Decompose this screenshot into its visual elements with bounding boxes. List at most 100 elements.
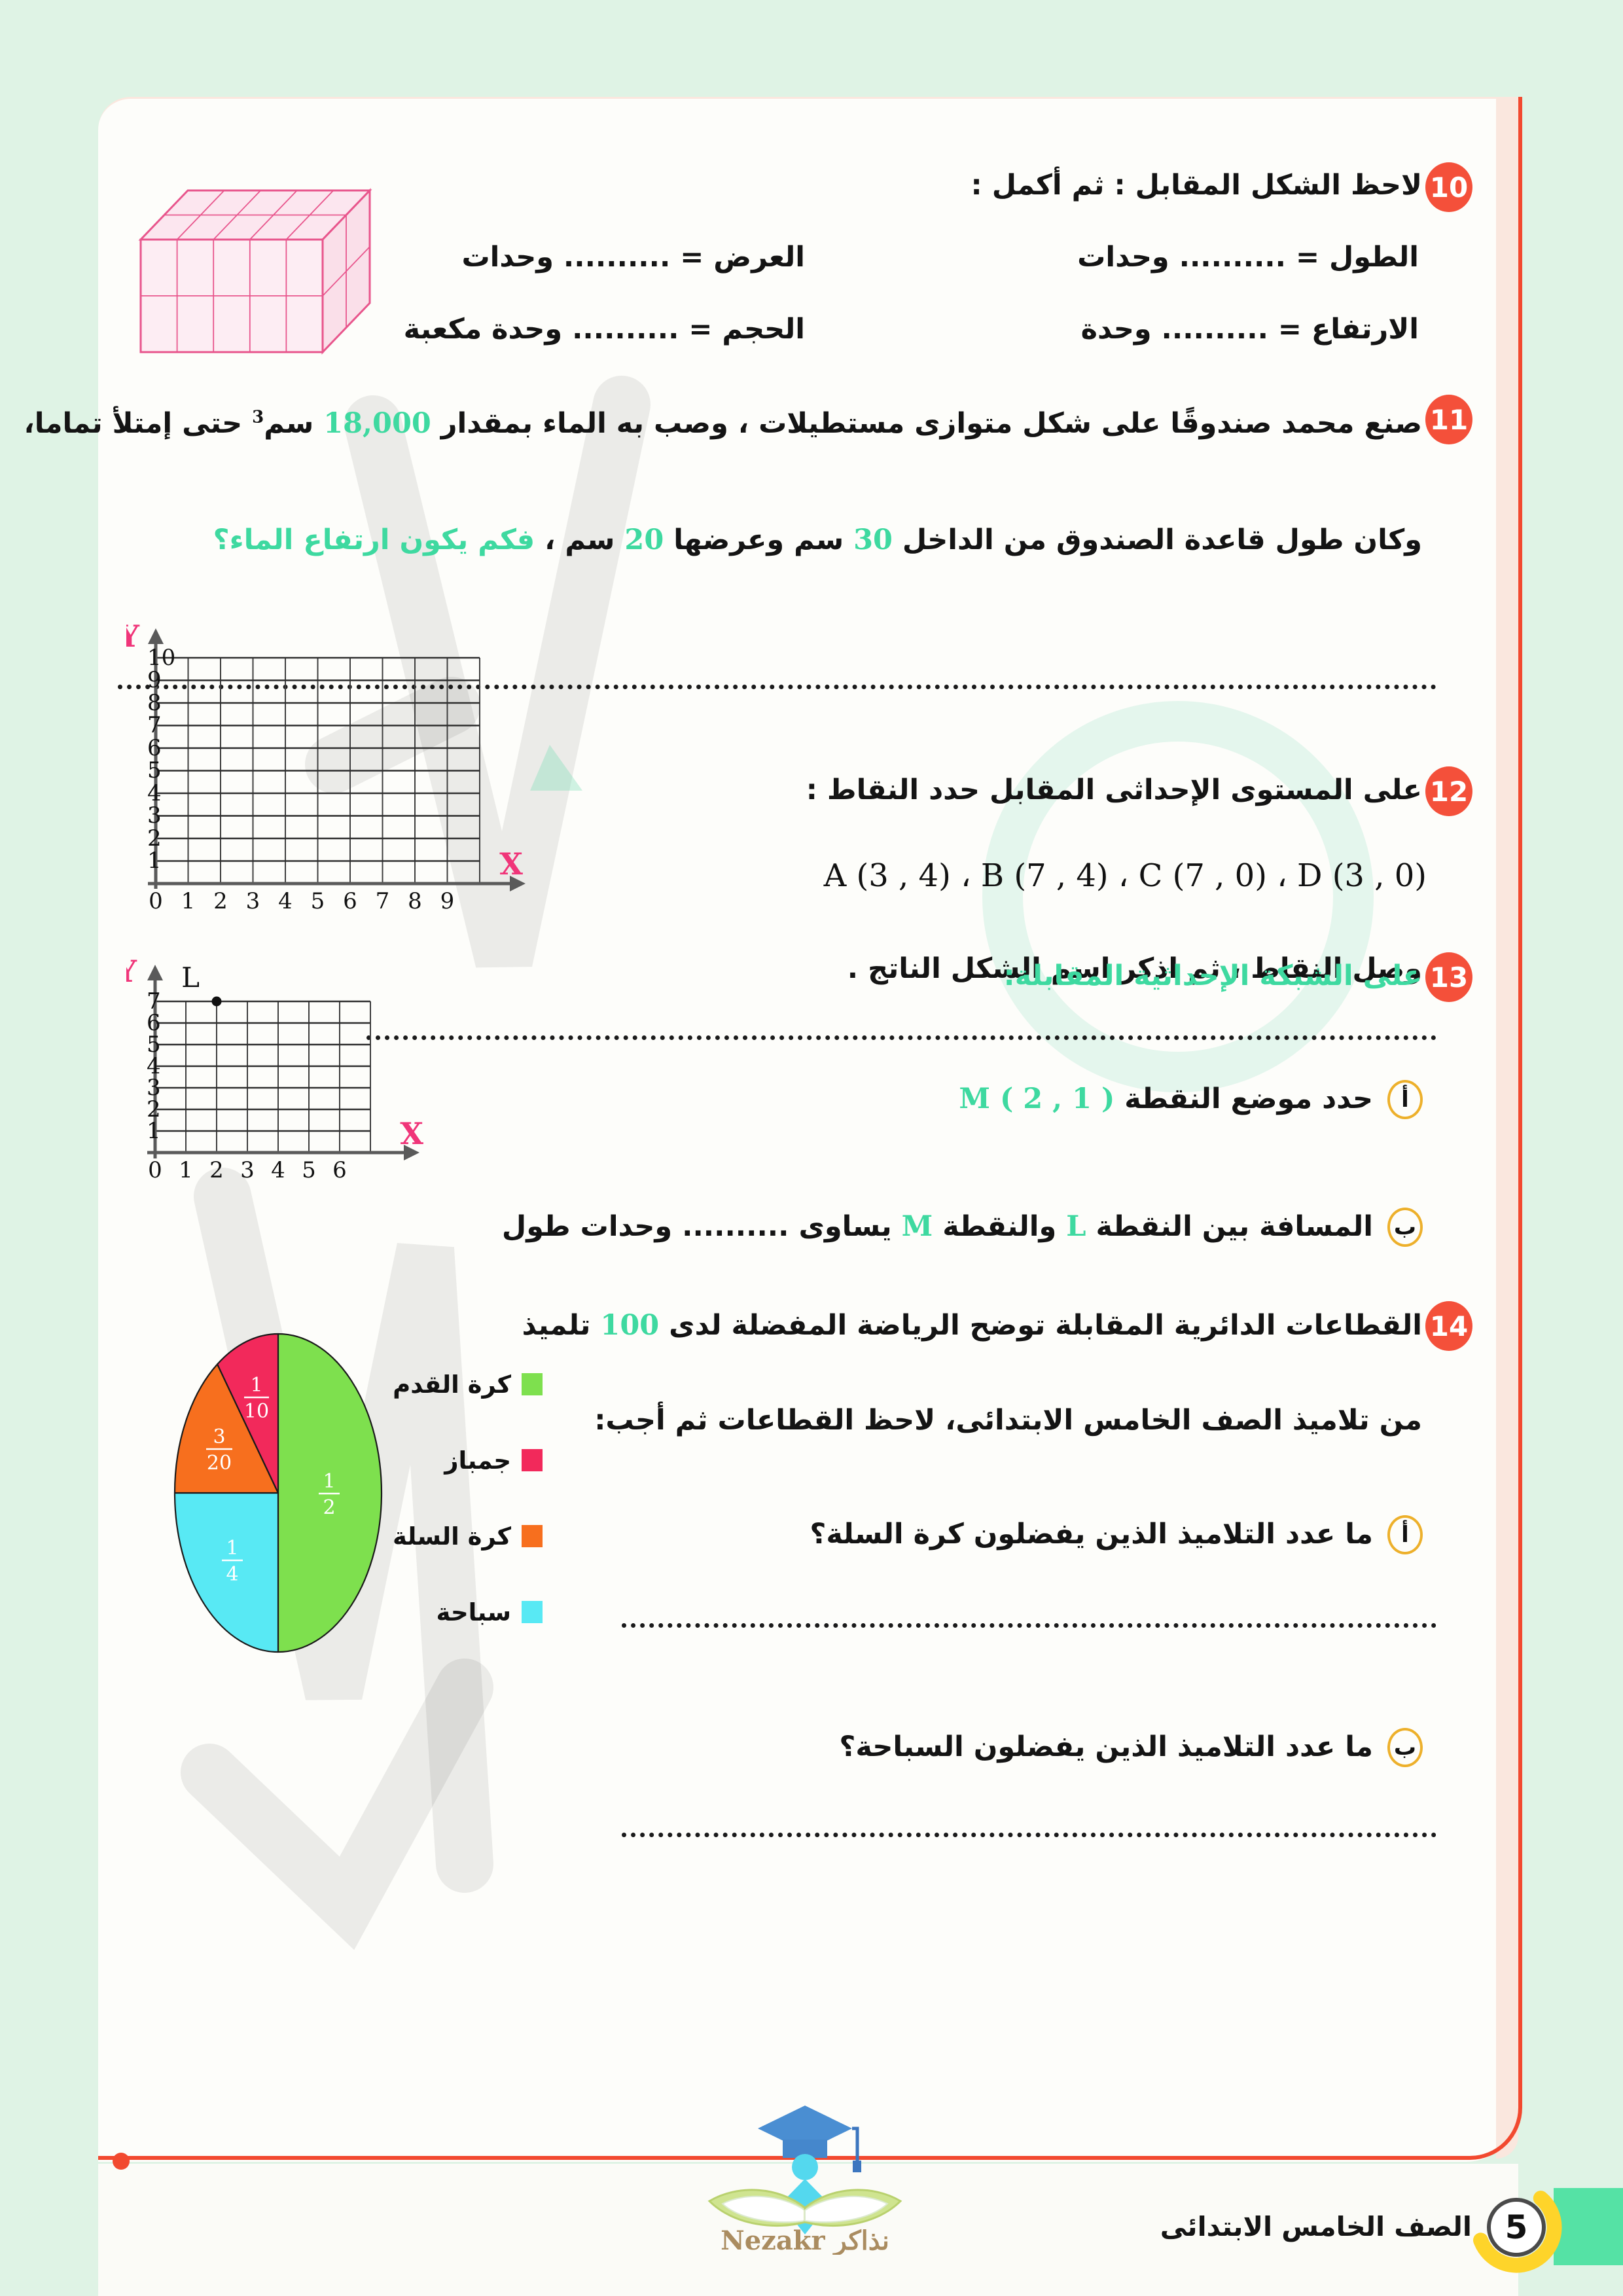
pie-slice-basketball <box>173 1363 279 1494</box>
q14-a-text: ما عدد التلاميذ الذين يفضلون كرة السلة؟ <box>810 1518 1373 1551</box>
q13-a-badge: أ <box>1387 1080 1423 1119</box>
frame-end-dot <box>113 2153 130 2170</box>
q10-volume-blank: الحجم = .......... وحدة مكعبة <box>403 313 805 346</box>
question-14-line1: القطاعات الدائرية المقابلة توضح الرياضة … <box>522 1309 1422 1342</box>
svg-text:1: 1 <box>226 1537 238 1560</box>
question-13-number: 13 <box>1425 952 1472 1002</box>
football-swatch <box>522 1373 543 1395</box>
footer-green-tab <box>1554 2188 1623 2265</box>
q13-letter-L: L <box>1066 1210 1086 1244</box>
legend-item-gymnastics: جمباز <box>393 1441 543 1480</box>
q11-line2-text: وكان طول قاعدة الصندوق من الداخل <box>892 524 1422 556</box>
svg-text:8: 8 <box>408 888 422 914</box>
svg-text:5: 5 <box>302 1157 316 1183</box>
svg-text:6: 6 <box>343 888 357 914</box>
favorite-sports-pie-chart: 1 2 1 10 3 20 1 4 <box>173 1333 383 1653</box>
svg-text:20: 20 <box>207 1452 232 1475</box>
swimming-swatch <box>522 1601 543 1623</box>
pie-slice-swimming <box>173 1492 279 1653</box>
svg-text:4: 4 <box>147 780 162 806</box>
q13-part-b: ب المسافة بين النقطة L والنقطة M يساوى .… <box>502 1208 1423 1247</box>
svg-text:10: 10 <box>244 1400 269 1423</box>
svg-text:2: 2 <box>147 825 162 852</box>
question-11-line1: صنع محمد صندوقًا على شكل متوازى مستطيلات… <box>24 407 1422 441</box>
svg-text:1: 1 <box>250 1374 262 1397</box>
svg-text:6: 6 <box>147 735 162 761</box>
basketball-swatch <box>522 1525 543 1547</box>
q12-instruction: وصل النقاط ، ثم اذكر اسم الشكل الناتج . <box>847 952 1422 985</box>
svg-text:2: 2 <box>147 1096 161 1122</box>
point-L-label: L <box>181 961 200 994</box>
q13-part-a: أ حدد موضع النقطة M ( 2 , 1 ) <box>959 1080 1423 1119</box>
question-11-number-label: 11 <box>1429 403 1469 436</box>
svg-text:2: 2 <box>213 888 228 914</box>
svg-text:4: 4 <box>147 1053 161 1079</box>
svg-text:6: 6 <box>147 1010 161 1036</box>
q11-question-green: فكم يكون ارتفاع الماء؟ <box>213 524 535 556</box>
q11-base-length: 30 <box>853 524 893 556</box>
footer-grade-label: الصف الخامس الابتدائى <box>1160 2211 1472 2242</box>
question-14-line2: من تلاميذ الصف الخامس الابتدائى، لاحظ ال… <box>594 1404 1422 1437</box>
q14-student-count: 100 <box>600 1309 660 1342</box>
q14-a-badge: أ <box>1387 1515 1423 1554</box>
answer-line-q11 <box>118 685 1436 689</box>
page-number-crescent <box>1473 2191 1562 2273</box>
cap-tassel <box>852 2126 859 2161</box>
page-number-badge: 5 <box>1487 2198 1546 2257</box>
answer-line-q14a <box>622 1623 1436 1628</box>
svg-text:3: 3 <box>246 888 260 914</box>
svg-text:4: 4 <box>278 888 293 914</box>
q11-line2-mid: سم وعرضها <box>664 524 854 556</box>
q13-a-text: حدد موضع النقطة M ( 2 , 1 ) <box>959 1083 1373 1116</box>
coordinate-grid-q12: 1 2 3 4 5 6 7 8 9 10 0 1 2 3 4 5 6 7 8 9… <box>126 620 526 914</box>
question-12-number: 12 <box>1425 766 1472 816</box>
q10-height-blank: الارتفاع = .......... وحدة <box>1080 313 1419 346</box>
q13-point-M: M ( 2 , 1 ) <box>959 1083 1115 1116</box>
q11-unit: سم <box>264 407 324 440</box>
worksheet-card <box>98 97 1518 2162</box>
q12-points-list: A (3 , 4) ، B (7 , 4) ، C (7 , 0) ، D (3… <box>823 857 1427 894</box>
q13-letter-M: M <box>901 1210 933 1244</box>
q11-line1-text: صنع محمد صندوقًا على شكل متوازى مستطيلات… <box>431 407 1422 440</box>
q11-cubed-exponent: 3 <box>252 407 264 427</box>
svg-text:3: 3 <box>147 1075 161 1101</box>
y-axis-label: Y <box>126 620 140 654</box>
svg-text:10: 10 <box>147 645 175 671</box>
answer-line-q12 <box>366 1035 1436 1040</box>
q13-b-badge: ب <box>1387 1208 1423 1247</box>
question-12-heading: على المستوى الإحداثى المقابل حدد النقاط … <box>806 774 1422 806</box>
point-L-dot <box>211 996 222 1007</box>
svg-text:6: 6 <box>332 1157 347 1183</box>
question-14-number: 14 <box>1425 1301 1472 1351</box>
legend-item-football: كرة القدم <box>393 1365 543 1404</box>
q11-line1-end: حتى إمتلأ تماما، <box>24 407 253 440</box>
svg-text:4: 4 <box>271 1157 285 1183</box>
question-11-line2: وكان طول قاعدة الصندوق من الداخل 30 سم و… <box>213 524 1422 558</box>
question-10-heading: لاحظ الشكل المقابل : ثم أكمل : <box>971 169 1422 202</box>
svg-text:7: 7 <box>147 988 161 1014</box>
x-axis-label: X <box>400 1116 423 1151</box>
svg-text:3: 3 <box>213 1426 225 1448</box>
svg-text:7: 7 <box>376 888 390 914</box>
q14-b-text: ما عدد التلاميذ الذين يفضلون السباحة؟ <box>839 1731 1373 1764</box>
q10-width-blank: العرض = .......... وحدات <box>461 241 805 274</box>
q14-part-a: أ ما عدد التلاميذ الذين يفضلون كرة السلة… <box>810 1515 1423 1554</box>
svg-text:1: 1 <box>147 1118 161 1144</box>
svg-text:5: 5 <box>311 888 325 914</box>
svg-text:1: 1 <box>147 848 162 874</box>
question-13-number-label: 13 <box>1429 961 1469 994</box>
question-11-number: 11 <box>1425 395 1472 444</box>
question-12-number-label: 12 <box>1429 775 1469 808</box>
svg-text:9: 9 <box>147 667 162 693</box>
svg-text:4: 4 <box>226 1563 238 1586</box>
y-axis-label: Y <box>126 954 137 989</box>
svg-text:3: 3 <box>240 1157 255 1183</box>
svg-text:0: 0 <box>148 1157 162 1183</box>
logo-text: نذاكر Nezakr <box>721 2225 889 2255</box>
svg-text:3: 3 <box>147 802 162 829</box>
svg-text:1: 1 <box>323 1470 335 1493</box>
q11-base-width: 20 <box>624 524 664 556</box>
svg-text:5: 5 <box>147 757 162 783</box>
question-13-heading: على الشبكة الإحداثية المقابلة: <box>1003 960 1423 992</box>
answer-line-q14b <box>622 1833 1436 1837</box>
